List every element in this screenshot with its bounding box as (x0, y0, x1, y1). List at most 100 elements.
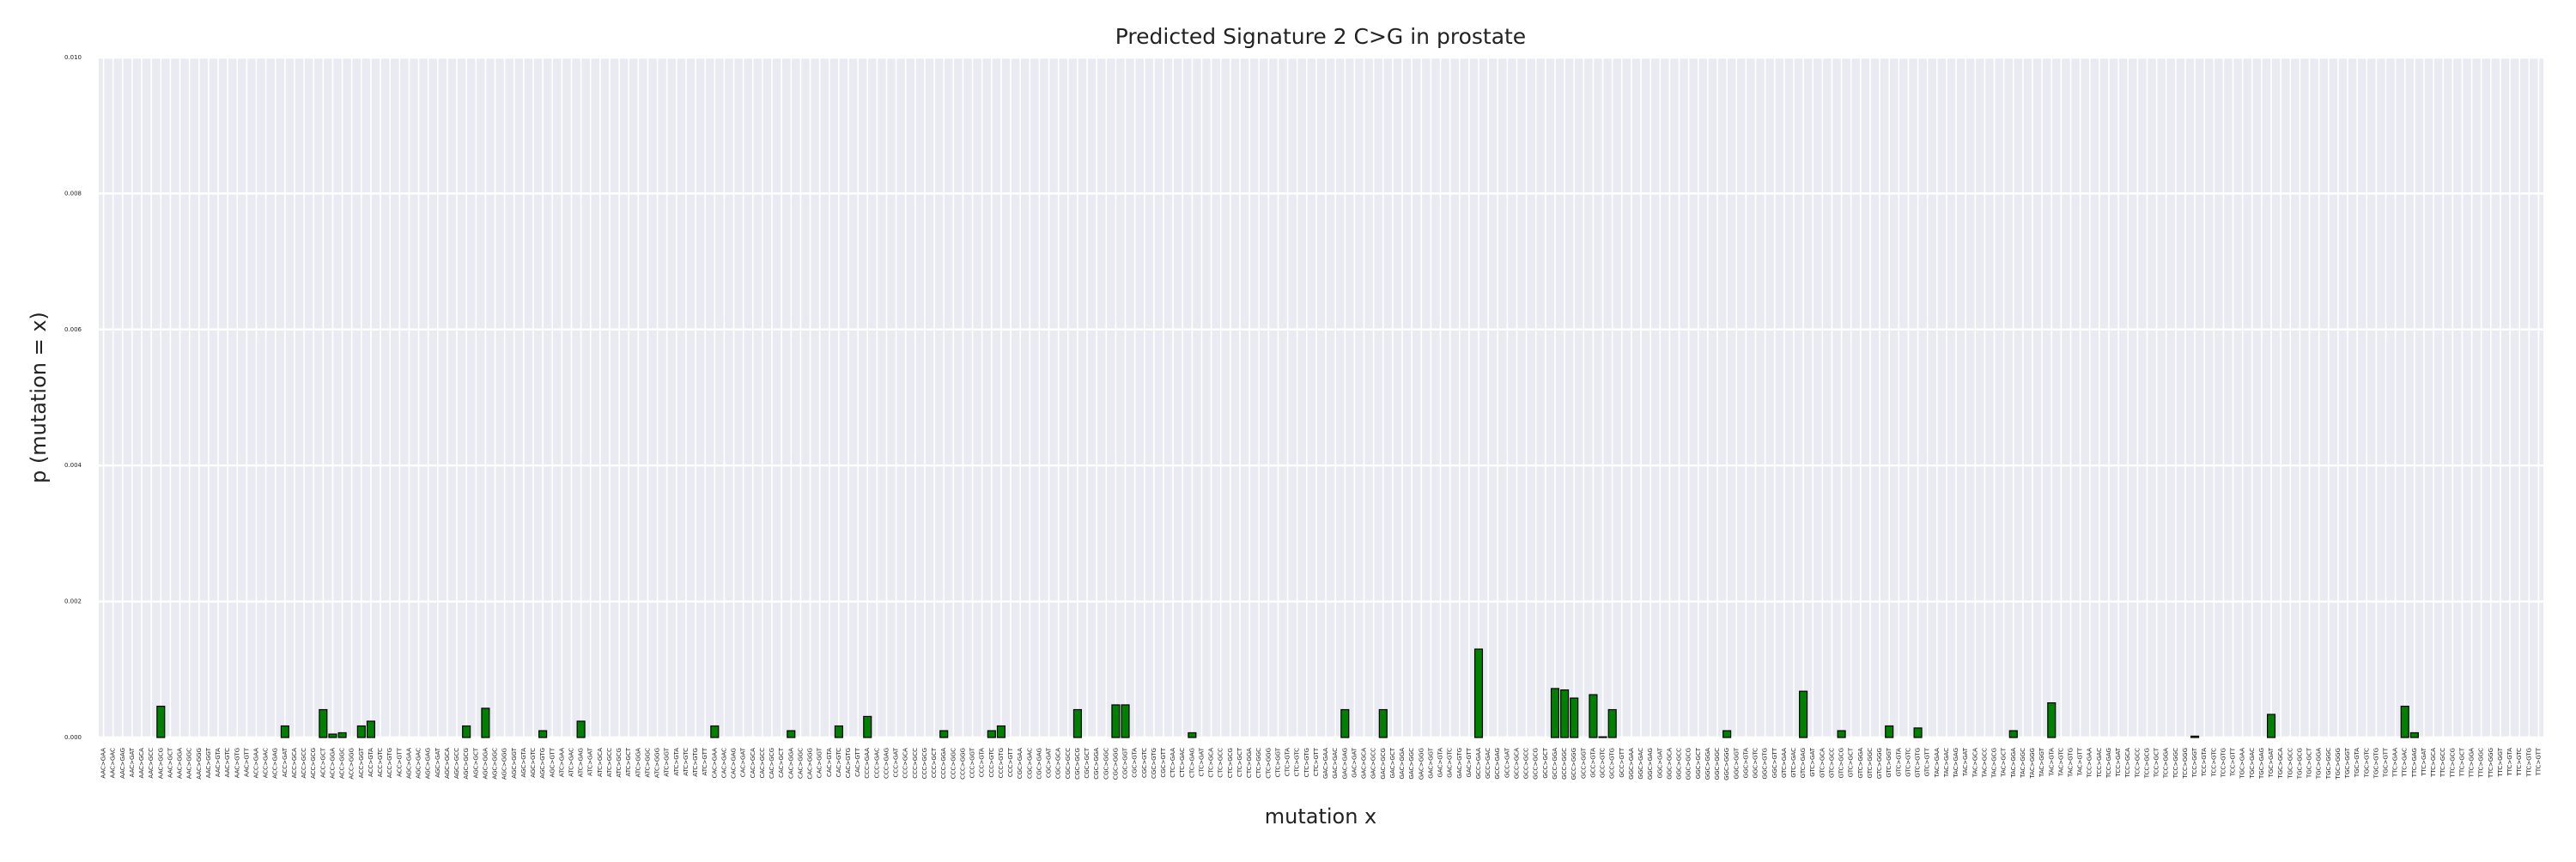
x-tick-label: ACC>GAC (263, 748, 270, 778)
x-tick-label: GGC>GGG (1723, 748, 1730, 780)
x-tick-label: GCC>GAA (1475, 748, 1482, 779)
x-tick-label: CCC>GCA (902, 748, 909, 779)
bar (1560, 689, 1570, 738)
x-tick-label: ATC>GTA (673, 748, 680, 776)
x-tick-label: GAC>GAC (1332, 748, 1339, 779)
x-tick-label: TCC>GGT (2191, 747, 2198, 778)
x-tick-label: ATC>GGC (644, 748, 651, 778)
x-tick-label: CTC>GCG (1227, 748, 1234, 778)
x-tick-label: GGC>GGC (1714, 748, 1721, 780)
x-tick-label: ACC>GCA (291, 748, 298, 779)
x-tick-label: AGC>GCG (463, 748, 470, 780)
y-tick-label: 0.002 (64, 598, 82, 605)
x-tick-label: CTC>GAC (1179, 748, 1186, 778)
x-tick-label: ATC>GCT (625, 747, 632, 776)
x-tick-label: CGC>GTT (1160, 747, 1167, 777)
x-tick-label: TGC>GTC (2363, 748, 2370, 778)
x-tick-label: CCC>GGC (950, 748, 957, 779)
x-tick-label: GGC>GTA (1742, 748, 1749, 779)
x-tick-label: AAC>GCG (157, 748, 164, 779)
x-tick-label: GAC>GCT (1389, 747, 1396, 778)
x-tick-label: GGC>GGA (1704, 748, 1711, 780)
x-tick-label: TTC>GGA (2469, 748, 2476, 779)
x-tick-label: TGC>GGA (2316, 748, 2323, 780)
bar (280, 725, 289, 738)
x-tick-label: CTC>GGC (1255, 748, 1262, 778)
x-tick-label: TAC>GGA (2010, 748, 2017, 779)
x-tick-label: GTC>GGA (1857, 748, 1864, 779)
x-tick-label: ATC>GGA (635, 748, 641, 778)
bar (2409, 731, 2419, 738)
x-tick-label: AAC>GCC (148, 748, 155, 779)
x-tick-label: TCC>GAT (2115, 747, 2122, 777)
x-tick-label: AAC>GTA (215, 748, 222, 777)
bar (863, 715, 872, 738)
x-tick-label: CGC>GGG (1112, 748, 1119, 780)
bar (337, 731, 347, 738)
x-tick-label: TCC>GTG (2220, 748, 2227, 778)
x-tick-label: GAC>GTC (1447, 748, 1454, 778)
x-tick-label: CTC>GGT (1274, 747, 1281, 777)
x-tick-label: GTC>GCG (1838, 748, 1845, 779)
x-tick-label: TGC>GCG (2296, 748, 2303, 780)
x-tick-label: ATC>GAA (558, 748, 565, 777)
x-tick-label: CTC>GAA (1170, 748, 1176, 778)
x-tick-label: CGC>GCA (1055, 748, 1062, 779)
x-tick-label: GCC>GGC (1561, 748, 1568, 780)
x-tick-label: AAC>GGA (177, 748, 184, 779)
x-tick-label: TCC>GAC (2096, 748, 2103, 779)
x-tick-label: CAC>GGT (817, 747, 823, 778)
x-tick-label: CAC>GTC (835, 748, 842, 777)
x-tick-label: GTC>GGG (1876, 748, 1883, 779)
bar (1598, 736, 1607, 738)
x-tick-label: AGC>GGG (501, 748, 508, 780)
x-tick-label: GAC>GGT (1427, 747, 1434, 778)
x-tick-label: AAC>GGG (196, 748, 203, 780)
x-tick-label: AGC>GTA (520, 748, 527, 778)
x-tick-label: CTC>GCA (1208, 748, 1215, 778)
x-tick-label: GTC>GTC (1905, 748, 1911, 777)
x-tick-label: GGC>GAT (1656, 747, 1663, 778)
x-tick-label: CAC>GAA (711, 748, 718, 779)
x-tick-label: TTC>GGG (2488, 748, 2494, 779)
x-tick-label: CTC>GTG (1303, 748, 1310, 777)
plot-background (99, 58, 2543, 738)
x-tick-label: GTC>GTT (1924, 747, 1931, 776)
x-tick-label: AGC>GTT (549, 747, 556, 777)
x-tick-label: GGC>GTC (1753, 748, 1759, 779)
x-tick-label: CCC>GGG (959, 748, 966, 780)
x-tick-label: AGC>GAA (405, 748, 412, 779)
x-tick-label: GAC>GCA (1361, 748, 1368, 779)
x-tick-label: TTC>GTT (2535, 747, 2542, 776)
x-tick-label: CGC>GAT (1046, 747, 1053, 778)
x-tick-label: TCC>GAA (2087, 748, 2093, 779)
x-tick-label: GAC>GCC (1370, 748, 1377, 779)
bar (1473, 648, 1484, 738)
y-tick-label: 0.010 (64, 54, 82, 61)
x-tick-label: TCC>GTA (2201, 748, 2208, 777)
x-tick-label: CTC>GAG (1188, 748, 1195, 778)
x-tick-label: TGC>GAT (2268, 747, 2275, 778)
x-tick-label: GCC>GGT (1580, 747, 1587, 779)
x-tick-label: CGC>GAG (1036, 748, 1042, 780)
x-tick-label: TAC>GAG (1953, 748, 1959, 779)
bar (2267, 713, 2276, 738)
x-tick-label: CGC>GTG (1151, 748, 1157, 779)
x-tick-label: TAC>GTT (2077, 747, 2084, 776)
x-tick-label: TGC>GCT (2306, 747, 2313, 779)
x-tick-label: CTC>GAT (1198, 747, 1205, 776)
x-tick-label: TGC>GCA (2277, 748, 2284, 780)
x-tick-label: GGC>GAA (1628, 748, 1635, 780)
x-tick-label: GTC>GAC (1790, 748, 1797, 778)
x-tick-label: GCC>GCC (1523, 748, 1530, 779)
x-tick-label: CAC>GTA (826, 748, 833, 777)
x-tick-label: CTC>GGG (1265, 748, 1272, 779)
x-tick-label: CGC>GAC (1026, 748, 1033, 779)
x-tick-label: CCC>GCG (921, 748, 928, 779)
y-tick-label: 0.006 (64, 326, 82, 333)
x-tick-label: AGC>GCA (444, 748, 451, 779)
x-tick-label: AAC>GTC (224, 748, 231, 777)
x-tick-label: AGC>GCT (472, 747, 479, 778)
bar (576, 720, 586, 738)
x-tick-label: TGC>GTT (2383, 747, 2390, 778)
